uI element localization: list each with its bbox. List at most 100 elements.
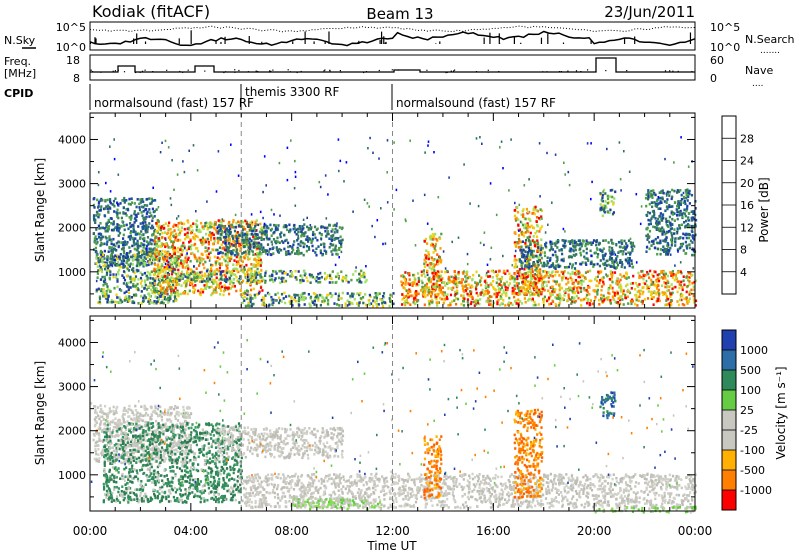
- echo-cell: [677, 280, 680, 283]
- echo-cell: [219, 235, 222, 238]
- echo-cell: [235, 248, 239, 251]
- echo-cell: [174, 286, 177, 290]
- echo-cell: [104, 292, 107, 296]
- echo-cell: [171, 245, 174, 248]
- echo-cell: [375, 299, 378, 303]
- echo-cell: [295, 228, 298, 231]
- echo-cell: [153, 242, 156, 246]
- echo-cell: [211, 242, 215, 246]
- echo-cell: [574, 273, 577, 276]
- echo-cell: [253, 293, 256, 297]
- echo-cell: [436, 270, 439, 273]
- echo-cell: [676, 214, 679, 217]
- echo-cell: [514, 262, 517, 265]
- echo-cell: [604, 267, 607, 270]
- echo-cell: [677, 270, 680, 274]
- echo-cell: [630, 287, 633, 290]
- echo-cell: [99, 255, 102, 259]
- echo-cell: [98, 227, 101, 230]
- echo-cell: [282, 225, 285, 229]
- echo-cell: [167, 283, 170, 286]
- echo-cell: [303, 223, 306, 226]
- echo-cell: [107, 210, 110, 213]
- echo-cell: [565, 266, 568, 269]
- echo-cell: [248, 298, 251, 301]
- echo-cell: [246, 304, 250, 307]
- echo-cell: [430, 256, 433, 259]
- echo-cell: [180, 276, 183, 280]
- echo-cell: [358, 293, 361, 297]
- echo-cell: [151, 290, 154, 293]
- echo-cell: [666, 285, 669, 289]
- nave-point: [664, 70, 667, 72]
- echo-cell: [492, 301, 496, 305]
- echo-cell: [212, 288, 216, 291]
- echo-cell: [241, 260, 244, 263]
- echo-cell: [407, 301, 410, 305]
- echo-cell: [575, 269, 578, 273]
- echo-cell: [134, 275, 138, 278]
- echo-cell: [239, 246, 242, 249]
- echo-cell: [454, 282, 457, 286]
- echo-cell: [547, 289, 550, 292]
- echo-cell: [692, 285, 695, 289]
- echo-cell: [125, 242, 128, 246]
- echo-cell: [152, 226, 155, 229]
- echo-cell: [670, 283, 673, 286]
- echo-cell: [258, 250, 261, 254]
- echo-cell: [584, 277, 587, 281]
- echo-cell: [203, 224, 206, 228]
- echo-cell: [161, 281, 165, 284]
- echo-cell: [314, 251, 317, 254]
- echo-cell: [146, 276, 149, 280]
- echo-cell: [206, 279, 210, 282]
- echo-cell: [525, 207, 528, 211]
- echo-cell: [104, 267, 107, 271]
- echo-cell: [308, 273, 311, 276]
- echo-cell: [205, 269, 209, 273]
- echo-cell: [185, 235, 188, 239]
- echo-cell: [323, 299, 326, 303]
- echo-cell: [226, 256, 229, 260]
- echo-cell: [300, 240, 303, 243]
- echo-cell: [160, 301, 164, 304]
- echo-cell: [304, 231, 307, 234]
- echo-cell: [250, 280, 253, 284]
- echo-cell: [498, 283, 501, 286]
- echo-cell: [675, 276, 678, 279]
- echo-cell: [257, 264, 260, 267]
- echo-cell: [120, 247, 124, 251]
- echo-cell: [348, 303, 351, 306]
- echo-cell: [264, 294, 267, 297]
- echo-cell: [118, 268, 121, 272]
- echo-cell: [326, 274, 329, 277]
- echo-cell: [532, 249, 535, 253]
- echo-cell: [404, 303, 407, 307]
- echo-cell: [195, 225, 198, 229]
- echo-cell: [524, 257, 527, 260]
- nave-point: [397, 69, 399, 71]
- echo-cell: [106, 264, 109, 267]
- echo-cell: [158, 268, 161, 272]
- echo-cell: [212, 233, 215, 237]
- echo-cell: [563, 241, 566, 245]
- echo-cell: [454, 290, 457, 294]
- echo-cell: [223, 258, 226, 261]
- echo-cell: [100, 288, 103, 291]
- echo-cell: [626, 290, 629, 293]
- echo-cell: [274, 299, 277, 302]
- echo-cell: [304, 272, 307, 276]
- echo-cell: [656, 273, 659, 277]
- echo-cell: [268, 274, 271, 278]
- echo-cell: [656, 199, 659, 203]
- echo-cell: [213, 222, 216, 226]
- echo-cell: [545, 284, 548, 287]
- echo-cell: [202, 257, 205, 261]
- echo-cell: [179, 238, 182, 242]
- echo-cell: [153, 209, 156, 213]
- echo-cell: [103, 280, 106, 283]
- echo-cell: [627, 302, 630, 305]
- echo-cell: [321, 300, 324, 303]
- echo-cell: [581, 261, 584, 264]
- echo-cell: [183, 233, 187, 236]
